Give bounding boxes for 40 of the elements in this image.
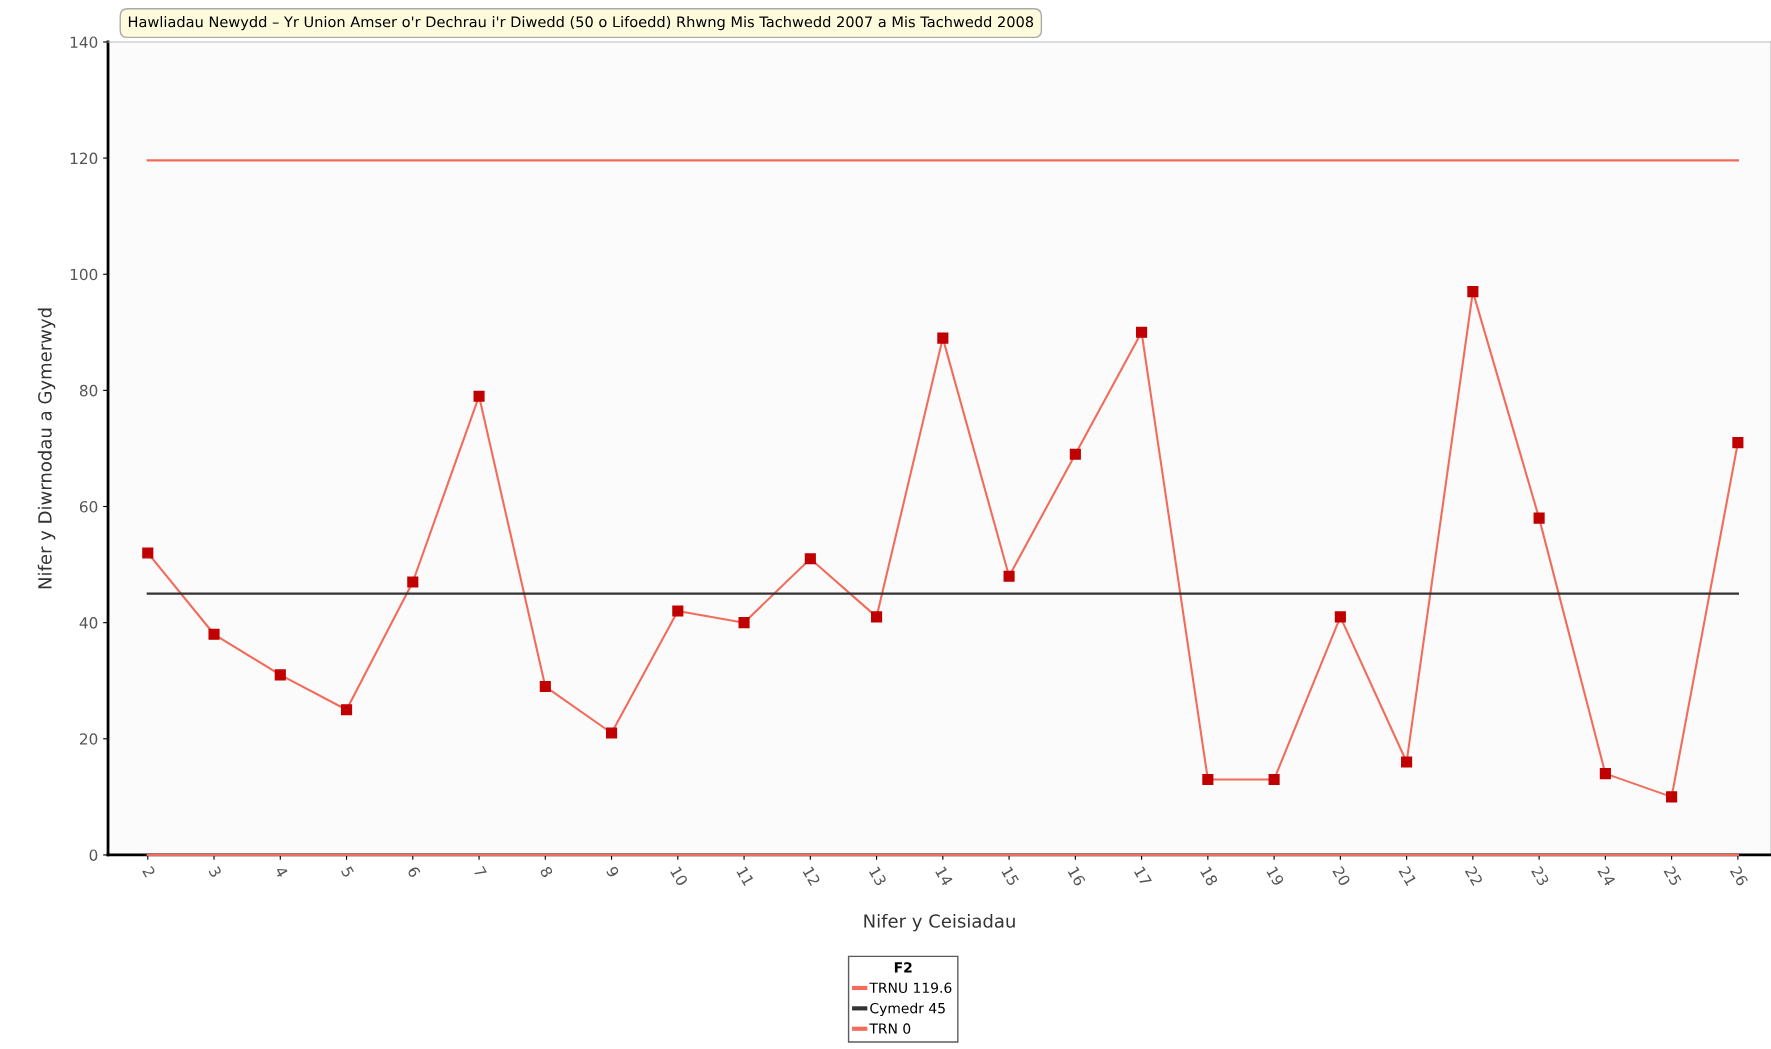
x-tick-label: 20 (1332, 865, 1351, 887)
x-tick-label: 10 (669, 866, 689, 887)
x-tick-label: 22 (1464, 865, 1484, 886)
x-tick-label: 11 (736, 866, 755, 887)
legend-label: Cymedr 45 (870, 1002, 945, 1017)
x-tick-label: 12 (802, 866, 821, 886)
x-tick-label: 14 (935, 866, 954, 887)
legend-title: F2 (894, 962, 912, 973)
x-tick-label: 26 (1729, 865, 1749, 887)
x-tick-label: 13 (868, 866, 887, 887)
y-tick-label: 100 (70, 268, 98, 281)
y-tick-label: 120 (70, 152, 98, 165)
x-tick-label: 16 (1067, 866, 1086, 887)
x-tick-label: 7 (473, 865, 487, 878)
y-tick-label: 40 (79, 617, 98, 629)
y-tick-label: 60 (79, 500, 98, 513)
x-tick-label: 21 (1398, 865, 1417, 887)
x-tick-label: 2 (142, 865, 156, 878)
legend-label: TRNU 119.6 (869, 982, 952, 994)
y-axis-title: Nifer y Diwrnodau a Gymerwyd (37, 308, 56, 589)
chart-title: Hawliadau Newydd – Yr Union Amser o'r Dechrau i'r Diwedd (50 o Lifoedd) Rhwng Mis Tachwedd 2007 a Mis Tachwedd 2008 (128, 16, 1034, 31)
x-tick-label: 6 (407, 865, 421, 879)
y-tick-label: 80 (79, 384, 98, 397)
x-tick-label: 19 (1266, 866, 1285, 887)
x-tick-label: 5 (340, 865, 355, 878)
x-tick-label: 3 (208, 865, 223, 878)
x-tick-label: 9 (605, 865, 620, 879)
y-tick-label: 0 (89, 849, 98, 861)
y-tick-label: 20 (79, 733, 98, 745)
x-axis-title: Nifer y Ceisiadau (864, 913, 1015, 932)
x-tick-label: 8 (539, 865, 554, 879)
x-tick-label: 17 (1133, 866, 1152, 887)
x-tick-label: 25 (1663, 865, 1682, 887)
x-tick-label: 15 (1001, 866, 1020, 887)
x-tick-label: 18 (1199, 866, 1219, 887)
x-tick-label: 23 (1530, 865, 1550, 887)
x-tick-label: 4 (274, 865, 289, 879)
x-tick-label: 24 (1597, 865, 1616, 887)
y-tick-label: 140 (70, 36, 98, 48)
legend-label: TRN 0 (869, 1023, 911, 1034)
